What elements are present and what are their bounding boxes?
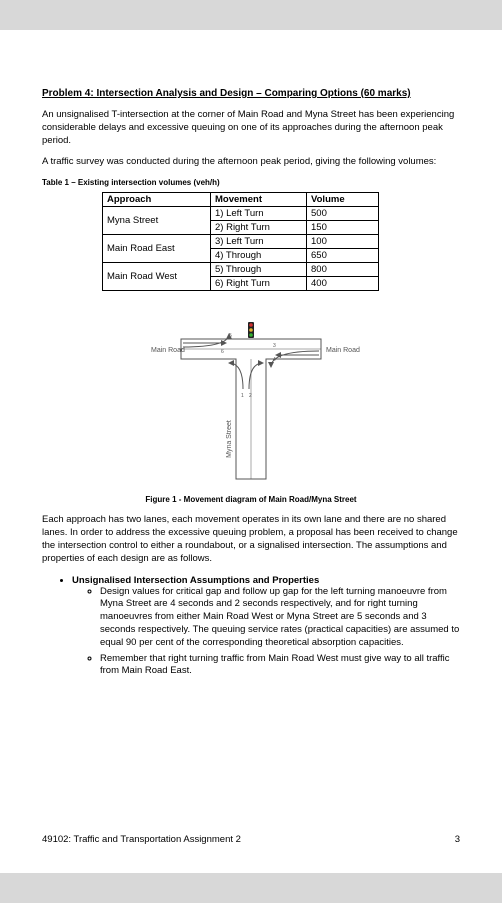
cell-volume: 650	[307, 249, 379, 263]
cell-movement: 2) Right Turn	[211, 221, 307, 235]
figure-caption: Figure 1 - Movement diagram of Main Road…	[42, 495, 460, 504]
footer-left: 49102: Traffic and Transportation Assign…	[42, 834, 241, 845]
cell-volume: 150	[307, 221, 379, 235]
table-header-row: Approach Movement Volume	[103, 193, 379, 207]
assumptions-list: Unsignalised Intersection Assumptions an…	[72, 575, 460, 679]
label-6: 6	[221, 349, 224, 355]
page: Problem 4: Intersection Analysis and Des…	[0, 30, 502, 873]
cell-volume: 400	[307, 277, 379, 291]
label-myna-street: Myna Street	[226, 420, 233, 458]
intersection-diagram: 5 6 3 4 1 2 Main Road Main Road	[121, 319, 381, 489]
table-row: Main Road West 5) Through 800	[103, 263, 379, 277]
label-2: 2	[249, 393, 252, 399]
table-caption: Table 1 – Existing intersection volumes …	[42, 178, 460, 187]
list-item: Design values for critical gap and follo…	[100, 586, 460, 650]
assumptions-heading: Unsignalised Intersection Assumptions an…	[72, 575, 460, 679]
label-4: 4	[273, 357, 276, 363]
table-row: Main Road East 3) Left Turn 100	[103, 235, 379, 249]
th-approach: Approach	[103, 193, 211, 207]
traffic-signal-icon	[248, 322, 254, 338]
cell-volume: 100	[307, 235, 379, 249]
cell-movement: 6) Right Turn	[211, 277, 307, 291]
label-main-road-left: Main Road	[151, 347, 185, 354]
cell-movement: 1) Left Turn	[211, 207, 307, 221]
volumes-table: Approach Movement Volume Myna Street 1) …	[102, 192, 379, 291]
cell-approach: Myna Street	[103, 207, 211, 235]
para-intro-2: A traffic survey was conducted during th…	[42, 156, 460, 169]
th-volume: Volume	[307, 193, 379, 207]
assumptions-sublist: Design values for critical gap and follo…	[100, 586, 460, 679]
footer-right: 3	[455, 834, 460, 845]
page-footer: 49102: Traffic and Transportation Assign…	[42, 834, 460, 845]
th-movement: Movement	[211, 193, 307, 207]
problem-title: Problem 4: Intersection Analysis and Des…	[42, 88, 460, 99]
label-3: 3	[273, 343, 276, 349]
cell-movement: 4) Through	[211, 249, 307, 263]
figure-wrap: 5 6 3 4 1 2 Main Road Main Road	[42, 319, 460, 489]
para-approaches: Each approach has two lanes, each moveme…	[42, 514, 460, 565]
list-item: Remember that right turning traffic from…	[100, 653, 460, 679]
cell-volume: 500	[307, 207, 379, 221]
table-row: Myna Street 1) Left Turn 500	[103, 207, 379, 221]
para-intro-1: An unsignalised T-intersection at the co…	[42, 109, 460, 147]
assumptions-heading-text: Unsignalised Intersection Assumptions an…	[72, 575, 319, 586]
cell-movement: 3) Left Turn	[211, 235, 307, 249]
label-1: 1	[241, 393, 244, 399]
cell-movement: 5) Through	[211, 263, 307, 277]
cell-approach: Main Road East	[103, 235, 211, 263]
label-5: 5	[229, 333, 232, 339]
label-main-road-right: Main Road	[326, 347, 360, 354]
cell-approach: Main Road West	[103, 263, 211, 291]
cell-volume: 800	[307, 263, 379, 277]
